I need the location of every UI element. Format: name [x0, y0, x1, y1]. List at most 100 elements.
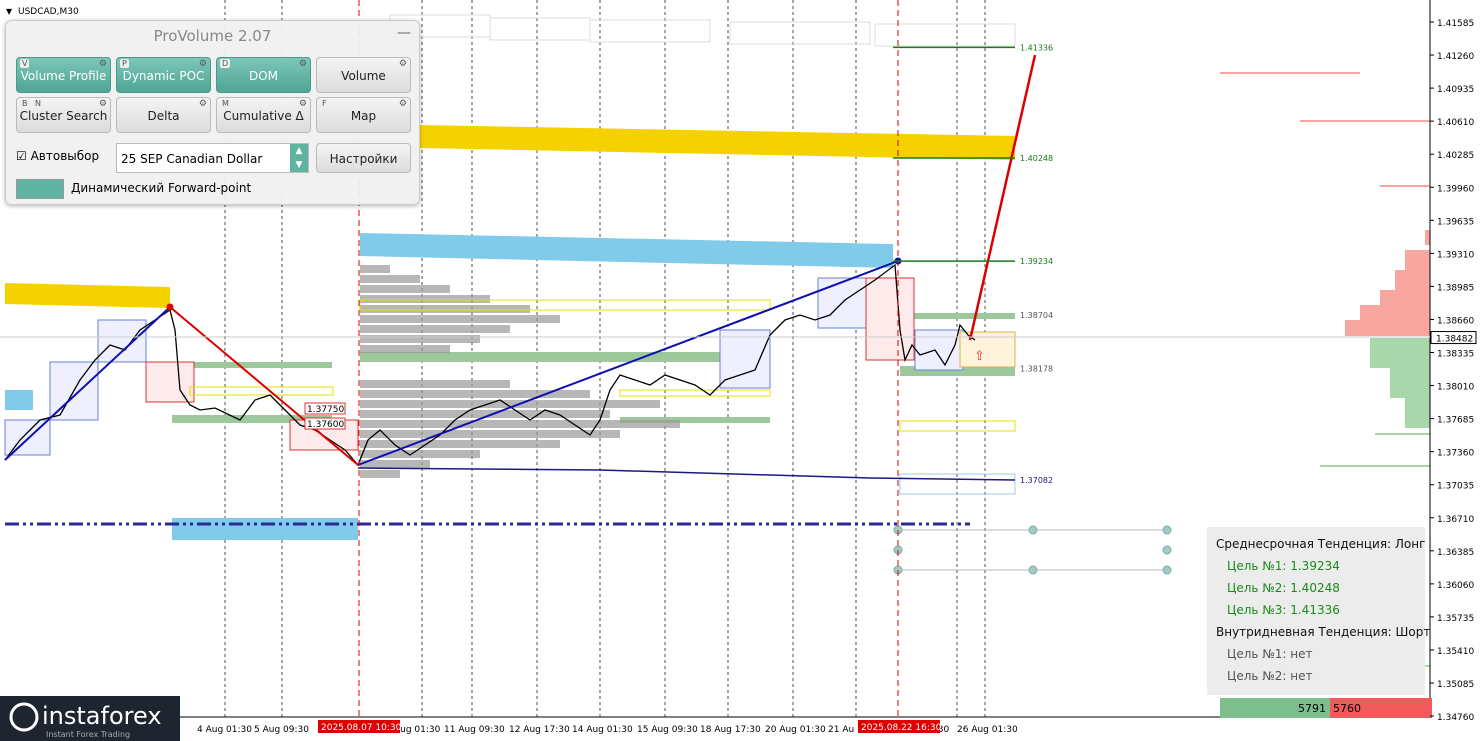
button-label: Dynamic POC — [122, 69, 205, 83]
zone — [172, 415, 332, 423]
settings-button[interactable]: Настройки — [316, 143, 411, 173]
level-label: 1.37082 — [1020, 476, 1053, 485]
logo-icon — [9, 702, 39, 732]
logo-brand: instaforex — [42, 702, 162, 730]
zone — [420, 125, 1015, 160]
button-gear: ⚙ — [398, 59, 407, 69]
price-label: 1.39310 — [1437, 250, 1474, 260]
panel-button[interactable]: Volume ⚙ — [316, 57, 411, 93]
toggle[interactable] — [16, 179, 64, 199]
sell-volume-label: 5760 — [1333, 702, 1361, 715]
instrument-select[interactable]: 25 SEP Canadian Dollar ▲ ▼ — [116, 143, 309, 173]
zone — [5, 283, 170, 308]
price-label: 1.35410 — [1437, 647, 1474, 657]
time-label: 4 Aug 01:30 — [197, 725, 252, 735]
price-label: 1.36710 — [1437, 515, 1474, 525]
price-label: 1.38660 — [1437, 316, 1474, 326]
time-label: 18 Aug 17:30 — [700, 725, 761, 735]
time-label: 14 Aug 01:30 — [572, 725, 633, 735]
price-label: 1.35085 — [1437, 680, 1474, 690]
symbol: USDCAD,M30 — [18, 7, 79, 17]
button-label: Volume Profile — [20, 69, 107, 83]
button-key: F — [320, 99, 329, 108]
price-label: 1.38985 — [1437, 283, 1474, 293]
button-key: B — [20, 99, 30, 108]
info-line: Цель №2: нет — [1227, 669, 1313, 683]
panel-button[interactable]: Volume Profile V ⚙ — [16, 57, 111, 93]
zone-label-bg — [304, 417, 346, 430]
current-price: 1.38482 — [1436, 335, 1473, 345]
panel-button[interactable]: Cluster Search B N ⚙ — [16, 97, 111, 133]
panel-button[interactable]: DOM D ⚙ — [216, 57, 311, 93]
button-gear: ⚙ — [398, 99, 407, 109]
price-label: 1.35735 — [1437, 614, 1474, 624]
time-label: 12 Aug 17:30 — [509, 725, 570, 735]
time-label: 11 Aug 09:30 — [444, 725, 505, 735]
panel-button[interactable]: Cumulative Δ M ⚙ — [216, 97, 311, 133]
zone — [360, 233, 893, 268]
panel-title: ProVolume 2.07 — [153, 27, 272, 45]
zone-label: 1.37750 — [307, 405, 344, 415]
zone-label: 1.37600 — [307, 420, 344, 430]
info-line: Цель №2: 1.40248 — [1227, 581, 1340, 595]
zone — [620, 417, 770, 423]
button-label: Map — [350, 109, 377, 123]
trend-line — [169, 306, 359, 466]
price-label: 1.39635 — [1437, 217, 1474, 227]
arrow-icon: ⇧ — [974, 349, 985, 364]
support-line — [357, 467, 1016, 481]
button-label: Cluster Search — [19, 109, 108, 123]
price-label: 1.36385 — [1437, 548, 1474, 558]
price-label: 1.40610 — [1437, 118, 1474, 128]
button-key: P — [120, 59, 129, 68]
info-line: Цель №1: нет — [1227, 647, 1313, 661]
time-label: 20 Aug 01:30 — [765, 725, 826, 735]
depth-profile — [1320, 338, 1430, 667]
instrument: 25 SEP Canadian Dollar — [121, 152, 263, 166]
time-label: 15 Aug 09:30 — [637, 725, 698, 735]
level-label: 1.41336 — [1020, 43, 1053, 52]
zone — [900, 366, 1015, 376]
minimize[interactable]: — — [397, 25, 411, 41]
checkbox-label: Автовыбор — [30, 149, 100, 163]
time-label: 26 Aug 01:30 — [957, 725, 1018, 735]
level-label: 1.39234 — [1020, 257, 1053, 266]
price-label: 1.41585 — [1437, 19, 1474, 29]
time-label: 21 Au — [828, 725, 854, 735]
checkbox[interactable]: ☑ Автовыбор — [16, 149, 100, 163]
button-label: Cumulative Δ — [223, 109, 304, 123]
settings-label: Настройки — [329, 152, 398, 166]
panel-button[interactable]: Map F ⚙ — [316, 97, 411, 133]
time-marker-bg — [318, 720, 400, 733]
buy-volume-label: 5791 — [1298, 702, 1326, 715]
panel-button[interactable]: Dynamic POC P ⚙ — [116, 57, 211, 93]
panel-button[interactable]: Delta ⚙ — [116, 97, 211, 133]
sell-volume — [1330, 698, 1432, 718]
pivot — [166, 303, 174, 311]
button-key: V — [20, 59, 30, 68]
info-line: Цель №1: 1.39234 — [1227, 559, 1340, 573]
price-label: 1.38010 — [1437, 383, 1474, 393]
level-box — [189, 299, 1016, 432]
level-label: 1.38704 — [1020, 311, 1053, 320]
trend-line — [357, 260, 899, 466]
buy-volume — [1220, 698, 1330, 718]
button-key: D — [220, 59, 231, 68]
price-label: 1.40935 — [1437, 85, 1474, 95]
level-label: 1.38178 — [1020, 364, 1053, 373]
time-marker-bg — [858, 720, 940, 733]
button-gear: ⚙ — [298, 99, 307, 109]
price-axis — [1430, 0, 1480, 741]
trend-line — [4, 306, 171, 461]
price-label: 1.37685 — [1437, 416, 1474, 426]
zone — [172, 518, 358, 540]
price-label: 1.34760 — [1437, 713, 1474, 723]
price-label: 1.37035 — [1437, 482, 1474, 492]
time-marker: 2025.08.22 16:30 — [861, 723, 942, 733]
zone — [172, 362, 332, 368]
price-label: 1.40285 — [1437, 151, 1474, 161]
depth-profile — [1220, 72, 1430, 336]
price-label: 1.41260 — [1437, 52, 1474, 62]
